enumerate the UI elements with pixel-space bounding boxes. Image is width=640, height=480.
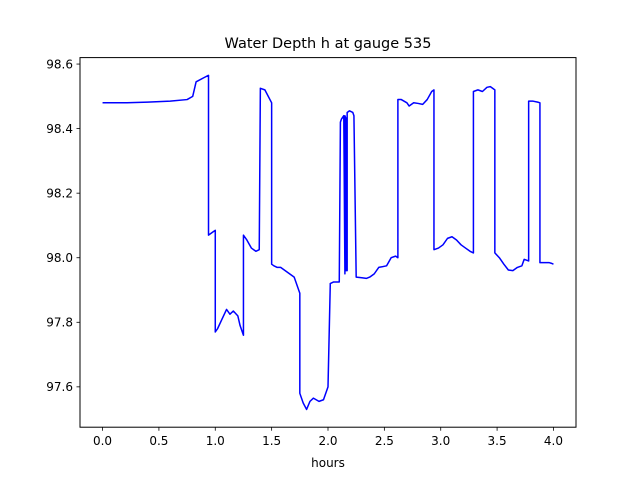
series-line-0	[102, 74, 554, 411]
plot-area	[102, 74, 554, 411]
y-tick-label: 97.8	[46, 316, 73, 330]
x-tick-label: 1.0	[206, 434, 225, 448]
x-tick-label: 3.0	[431, 434, 450, 448]
x-tick-label: 1.5	[262, 434, 281, 448]
y-tick-label: 98.6	[46, 57, 73, 71]
y-tick-label: 98.2	[46, 186, 73, 200]
x-axis-label: hours	[311, 456, 345, 470]
x-tick-label: 3.5	[488, 434, 507, 448]
x-tick-label: 0.5	[149, 434, 168, 448]
y-tick-label: 98.4	[46, 122, 73, 136]
x-tick-label: 2.5	[375, 434, 394, 448]
x-tick-label: 4.0	[544, 434, 563, 448]
y-axis: 97.6 97.8 98.0 98.2 98.4 98.6	[46, 57, 80, 394]
x-axis: 0.0 0.5 1.0 1.5 2.0 2.5 3.0 3.5 4.0	[93, 427, 563, 448]
x-tick-label: 2.0	[318, 434, 337, 448]
x-tick-label: 0.0	[93, 434, 112, 448]
y-tick-label: 98.0	[46, 251, 73, 265]
chart-title: Water Depth h at gauge 535	[225, 36, 432, 52]
y-tick-label: 97.6	[46, 380, 73, 394]
